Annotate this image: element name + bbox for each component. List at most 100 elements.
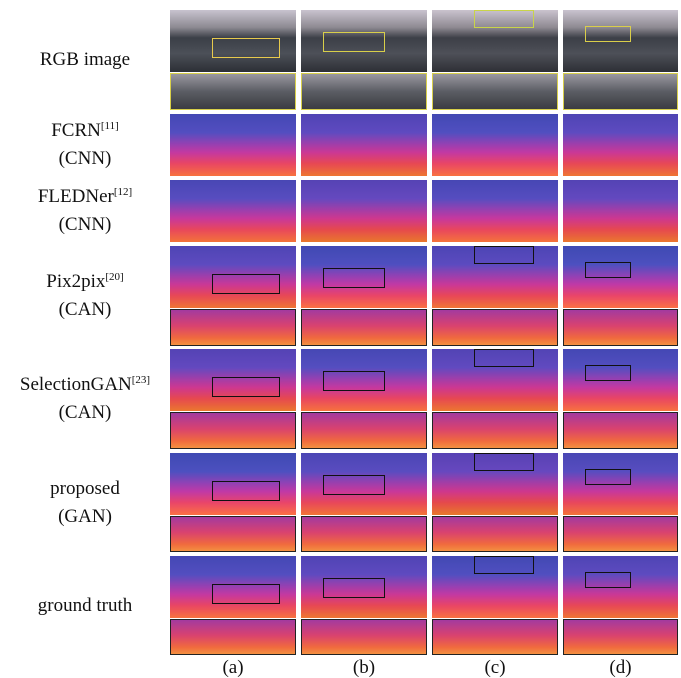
depth-zoom	[432, 309, 558, 346]
column-label: (d)	[563, 657, 678, 678]
depth-map	[301, 180, 427, 242]
zoom-box	[323, 475, 385, 495]
figure: RGB imageFCRN[11](CNN)FLEDNer[12](CNN)Pi…	[0, 0, 681, 678]
depth-zoom	[563, 412, 678, 449]
rgb-zoom	[432, 73, 558, 110]
depth-map	[563, 453, 678, 515]
depth-zoom	[432, 516, 558, 552]
row-label: FCRN[11](CNN)	[0, 117, 170, 173]
zoom-box	[585, 262, 631, 278]
depth-map	[563, 246, 678, 308]
label-line: FLEDNer[12]	[0, 183, 170, 211]
row-label: ground truth	[0, 592, 170, 620]
zoom-box	[474, 556, 534, 574]
row-label: SelectionGAN[23](CAN)	[0, 371, 170, 427]
depth-map	[563, 349, 678, 411]
reference: [11]	[101, 120, 119, 132]
depth-map	[563, 114, 678, 176]
zoom-box	[212, 38, 280, 58]
depth-map	[432, 453, 558, 515]
depth-map	[301, 453, 427, 515]
depth-map	[301, 114, 427, 176]
zoom-box	[323, 371, 385, 391]
zoom-box	[323, 578, 385, 598]
network-type: (CNN)	[0, 145, 170, 173]
method-name: proposed	[50, 478, 120, 499]
reference: [12]	[114, 186, 132, 198]
network-type: (GAN)	[0, 503, 170, 531]
depth-zoom	[432, 412, 558, 449]
method-name: ground truth	[38, 595, 132, 616]
method-name: FCRN	[51, 120, 101, 141]
row-label: Pix2pix[20](CAN)	[0, 268, 170, 324]
depth-map	[170, 349, 296, 411]
depth-zoom	[432, 619, 558, 655]
network-type: (CNN)	[0, 211, 170, 239]
depth-map	[563, 180, 678, 242]
depth-map	[170, 246, 296, 308]
zoom-box	[474, 10, 534, 28]
rgb-image	[563, 10, 678, 72]
zoom-box	[474, 453, 534, 471]
depth-map	[301, 556, 427, 618]
rgb-zoom	[563, 73, 678, 110]
column-label: (c)	[432, 657, 558, 678]
rgb-zoom	[170, 73, 296, 110]
depth-map	[432, 114, 558, 176]
zoom-box	[474, 349, 534, 367]
label-line: RGB image	[0, 46, 170, 74]
zoom-box	[585, 572, 631, 588]
depth-zoom	[170, 412, 296, 449]
zoom-box	[474, 246, 534, 264]
depth-map	[170, 114, 296, 176]
zoom-box	[585, 365, 631, 381]
network-type: (CAN)	[0, 296, 170, 324]
label-line: SelectionGAN[23]	[0, 371, 170, 399]
method-name: RGB image	[40, 49, 130, 70]
rgb-zoom	[301, 73, 427, 110]
depth-zoom	[301, 412, 427, 449]
zoom-box	[585, 469, 631, 485]
zoom-box	[212, 377, 280, 397]
depth-zoom	[301, 516, 427, 552]
depth-map	[170, 180, 296, 242]
depth-map	[301, 349, 427, 411]
depth-map	[170, 556, 296, 618]
label-line: proposed	[0, 475, 170, 503]
method-name: Pix2pix	[46, 271, 105, 292]
depth-zoom	[170, 516, 296, 552]
label-line: FCRN[11]	[0, 117, 170, 145]
column-label: (b)	[301, 657, 427, 678]
reference: [23]	[132, 374, 150, 386]
zoom-box	[585, 26, 631, 42]
depth-map	[432, 180, 558, 242]
method-name: SelectionGAN	[20, 374, 132, 395]
depth-zoom	[563, 619, 678, 655]
reference: [20]	[105, 271, 123, 283]
rgb-image	[432, 10, 558, 72]
zoom-box	[323, 32, 385, 52]
depth-zoom	[301, 309, 427, 346]
zoom-box	[212, 274, 280, 294]
zoom-box	[323, 268, 385, 288]
row-label: FLEDNer[12](CNN)	[0, 183, 170, 239]
rgb-image	[301, 10, 427, 72]
depth-zoom	[170, 309, 296, 346]
depth-zoom	[301, 619, 427, 655]
depth-zoom	[563, 516, 678, 552]
depth-zoom	[170, 619, 296, 655]
row-label: proposed (GAN)	[0, 475, 170, 531]
label-line: Pix2pix[20]	[0, 268, 170, 296]
depth-map	[432, 556, 558, 618]
row-label: RGB image	[0, 46, 170, 74]
depth-map	[432, 246, 558, 308]
label-line: ground truth	[0, 592, 170, 620]
column-label: (a)	[170, 657, 296, 678]
network-type: (CAN)	[0, 399, 170, 427]
zoom-box	[212, 481, 280, 501]
depth-zoom	[563, 309, 678, 346]
zoom-box	[212, 584, 280, 604]
depth-map	[563, 556, 678, 618]
method-name: FLEDNer	[38, 186, 114, 207]
depth-map	[432, 349, 558, 411]
